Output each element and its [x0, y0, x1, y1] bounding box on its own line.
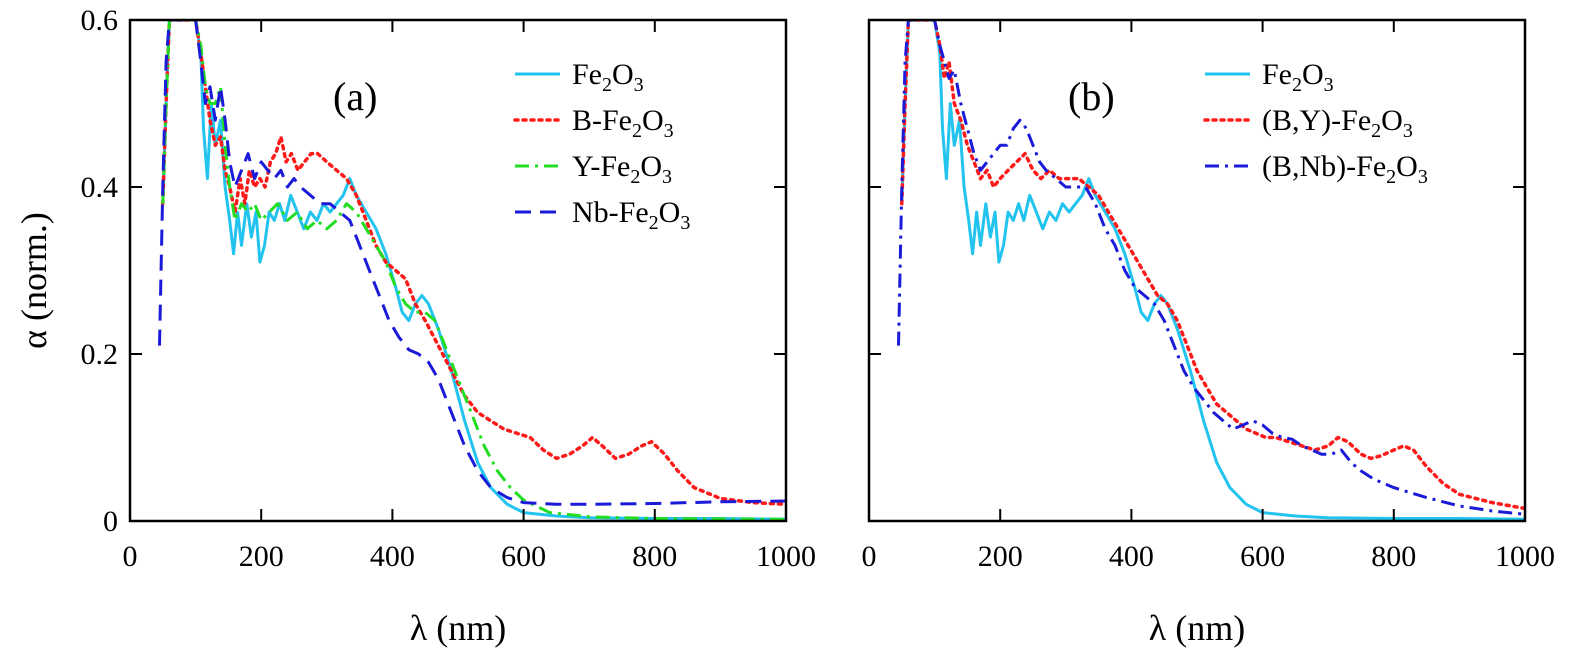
- plot-area: [158, 20, 786, 521]
- x-tick-label: 0: [123, 540, 138, 573]
- legend-label: Y-Fe2O3: [572, 150, 672, 188]
- y-tick-label: 0.4: [81, 171, 119, 204]
- legend-label-part: O: [1396, 150, 1418, 183]
- series-line-2: [897, 20, 1525, 516]
- x-tick-label: 0: [862, 540, 877, 573]
- series-line-3: [158, 20, 786, 506]
- series-line-0: [161, 20, 786, 521]
- x-axis-title: λ (nm): [410, 608, 506, 648]
- legend-label-part: 3: [680, 212, 690, 234]
- legend-label-part: O: [1302, 58, 1324, 91]
- legend-label-part: Fe: [602, 104, 632, 137]
- legend-label-part: Y-: [572, 150, 600, 183]
- legend-label: Nb-Fe2O3: [572, 196, 690, 234]
- x-tick-label: 1000: [756, 540, 816, 573]
- x-tick-label: 200: [978, 540, 1023, 573]
- legend-label-part: Fe: [600, 150, 630, 183]
- legend-label-part: 2: [632, 120, 642, 142]
- x-tick-label: 400: [370, 540, 415, 573]
- legend-label: Fe2O3: [1262, 58, 1334, 96]
- x-tick-label: 200: [239, 540, 284, 573]
- legend-label-part: 2: [602, 74, 612, 96]
- x-tick-label: 800: [632, 540, 677, 573]
- series-line-1: [900, 20, 1525, 511]
- legend-label-part: 2: [630, 166, 640, 188]
- legend: Fe2O3(B,Y)-Fe2O3(B,Nb)-Fe2O3: [1203, 58, 1428, 188]
- y-tick-label: 0.6: [81, 4, 119, 37]
- series-line-0: [900, 20, 1525, 521]
- legend-label: (B,Nb)-Fe2O3: [1262, 150, 1428, 188]
- legend-label-part: 3: [662, 166, 672, 188]
- x-tick-label: 600: [501, 540, 546, 573]
- y-axis-title: α (norm.): [14, 212, 54, 349]
- legend-label: B-Fe2O3: [572, 104, 674, 142]
- legend-label: Fe2O3: [572, 58, 644, 96]
- legend-label-part: Fe: [1341, 104, 1371, 137]
- legend-label-part: 3: [664, 120, 674, 142]
- legend-label: (B,Y)-Fe2O3: [1262, 104, 1413, 142]
- x-tick-label: 800: [1371, 540, 1416, 573]
- legend-label-part: B-: [572, 104, 602, 137]
- plot-area: [897, 20, 1525, 521]
- legend-label-part: O: [1381, 104, 1403, 137]
- x-tick-label: 400: [1109, 540, 1154, 573]
- x-tick-label: 1000: [1495, 540, 1555, 573]
- legend-label-part: Fe: [619, 196, 649, 229]
- legend-label-part: (B,Nb)-: [1262, 150, 1356, 183]
- legend-label-part: (B,Y)-: [1262, 104, 1341, 137]
- legend-label-part: O: [642, 104, 664, 137]
- legend-label-part: Nb-: [572, 196, 619, 229]
- y-tick-label: 0: [103, 505, 118, 538]
- legend-label-part: O: [659, 196, 681, 229]
- legend-label-part: 3: [1418, 166, 1428, 188]
- legend-label-part: 2: [649, 212, 659, 234]
- legend-label-part: 2: [1371, 120, 1381, 142]
- series-line-2: [161, 20, 786, 521]
- panel-label: (a): [333, 74, 377, 119]
- panel-a: 0 200 400 600 800 1000 0 0.2 0.4 0.6 λ (nm) α (norm…: [14, 4, 816, 648]
- axes-frame: [128, 18, 788, 523]
- legend-label-part: O: [612, 58, 634, 91]
- legend-label-part: O: [640, 150, 662, 183]
- legend-label-part: 3: [634, 74, 644, 96]
- legend-label-part: 3: [1324, 74, 1334, 96]
- legend-label-part: Fe: [572, 58, 602, 91]
- y-tick-label: 0.2: [81, 338, 119, 371]
- legend-label-part: Fe: [1262, 58, 1292, 91]
- legend-label-part: Fe: [1356, 150, 1386, 183]
- x-axis-title: λ (nm): [1149, 608, 1245, 648]
- legend-label-part: 2: [1386, 166, 1396, 188]
- panel-label: (b): [1068, 74, 1115, 119]
- axes-frame: [867, 18, 1527, 523]
- legend-label-part: 2: [1292, 74, 1302, 96]
- legend-label-part: 3: [1403, 120, 1413, 142]
- series-line-1: [161, 20, 786, 507]
- x-tick-label: 600: [1240, 540, 1285, 573]
